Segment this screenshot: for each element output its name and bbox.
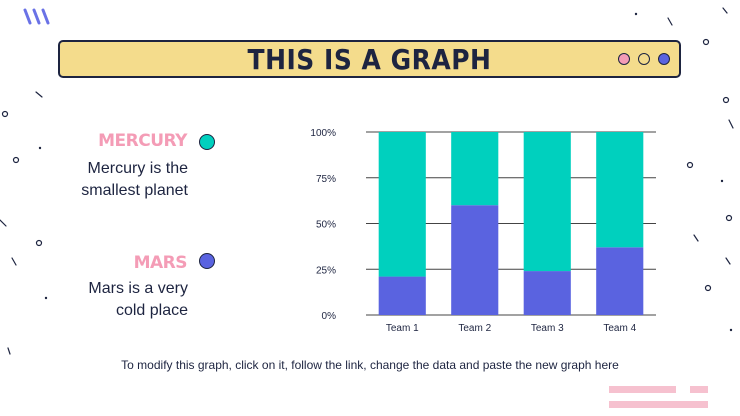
x-tick-label: Team 4 [603, 323, 636, 334]
legend-mars-description-line-2: cold place [115, 302, 188, 319]
x-tick-label: Team 3 [531, 323, 564, 334]
stacked-bar-chart[interactable]: 0% 25% 50% 75% 100% Team 1 Team 2 Team 3 Team 4 [300, 118, 670, 343]
legend-mars-description-line-1: Mars is a very [88, 280, 188, 297]
legend-mars-description: Mars is a very cold place [88, 278, 188, 322]
bar-mars-2 [451, 205, 499, 315]
footer-note: To modify this graph, click on it, follo… [121, 358, 619, 372]
pink-bar-3 [609, 401, 708, 408]
bar-mars-3 [523, 271, 571, 315]
bar-mercury-1 [378, 132, 426, 277]
x-tick-label: Team 2 [458, 323, 491, 334]
yellow-dot [638, 53, 650, 65]
legend-mercury-name: MERCURY [98, 131, 187, 151]
legend-mercury-description: Mercury is the smallest planet [81, 158, 188, 202]
y-tick-label: 0% [322, 311, 337, 322]
legend-mars-circle [199, 253, 215, 269]
legend-mars-name: MARS [133, 253, 188, 273]
y-tick-label: 25% [316, 265, 336, 276]
legend-mercury-description-line-1: Mercury is the [87, 160, 188, 177]
pink-dot [618, 53, 630, 65]
indigo-dot [658, 53, 670, 65]
y-tick-label: 50% [316, 220, 336, 231]
pink-bar-1 [609, 386, 676, 393]
legend-mercury-circle [199, 134, 215, 150]
bar-mercury-3 [523, 132, 571, 272]
title-bar: THIS IS A GRAPH [58, 40, 681, 78]
bar-mars-1 [378, 276, 426, 315]
y-tick-label: 100% [310, 128, 336, 139]
bar-mars-4 [596, 247, 644, 315]
legend-mercury-description-line-2: smallest planet [81, 182, 188, 199]
bar-mercury-4 [596, 132, 644, 248]
y-tick-label: 75% [316, 174, 336, 185]
x-tick-label: Team 1 [386, 323, 419, 334]
bar-mercury-2 [451, 132, 499, 206]
pink-bar-2 [690, 386, 708, 393]
page-title: THIS IS A GRAPH [247, 43, 492, 76]
